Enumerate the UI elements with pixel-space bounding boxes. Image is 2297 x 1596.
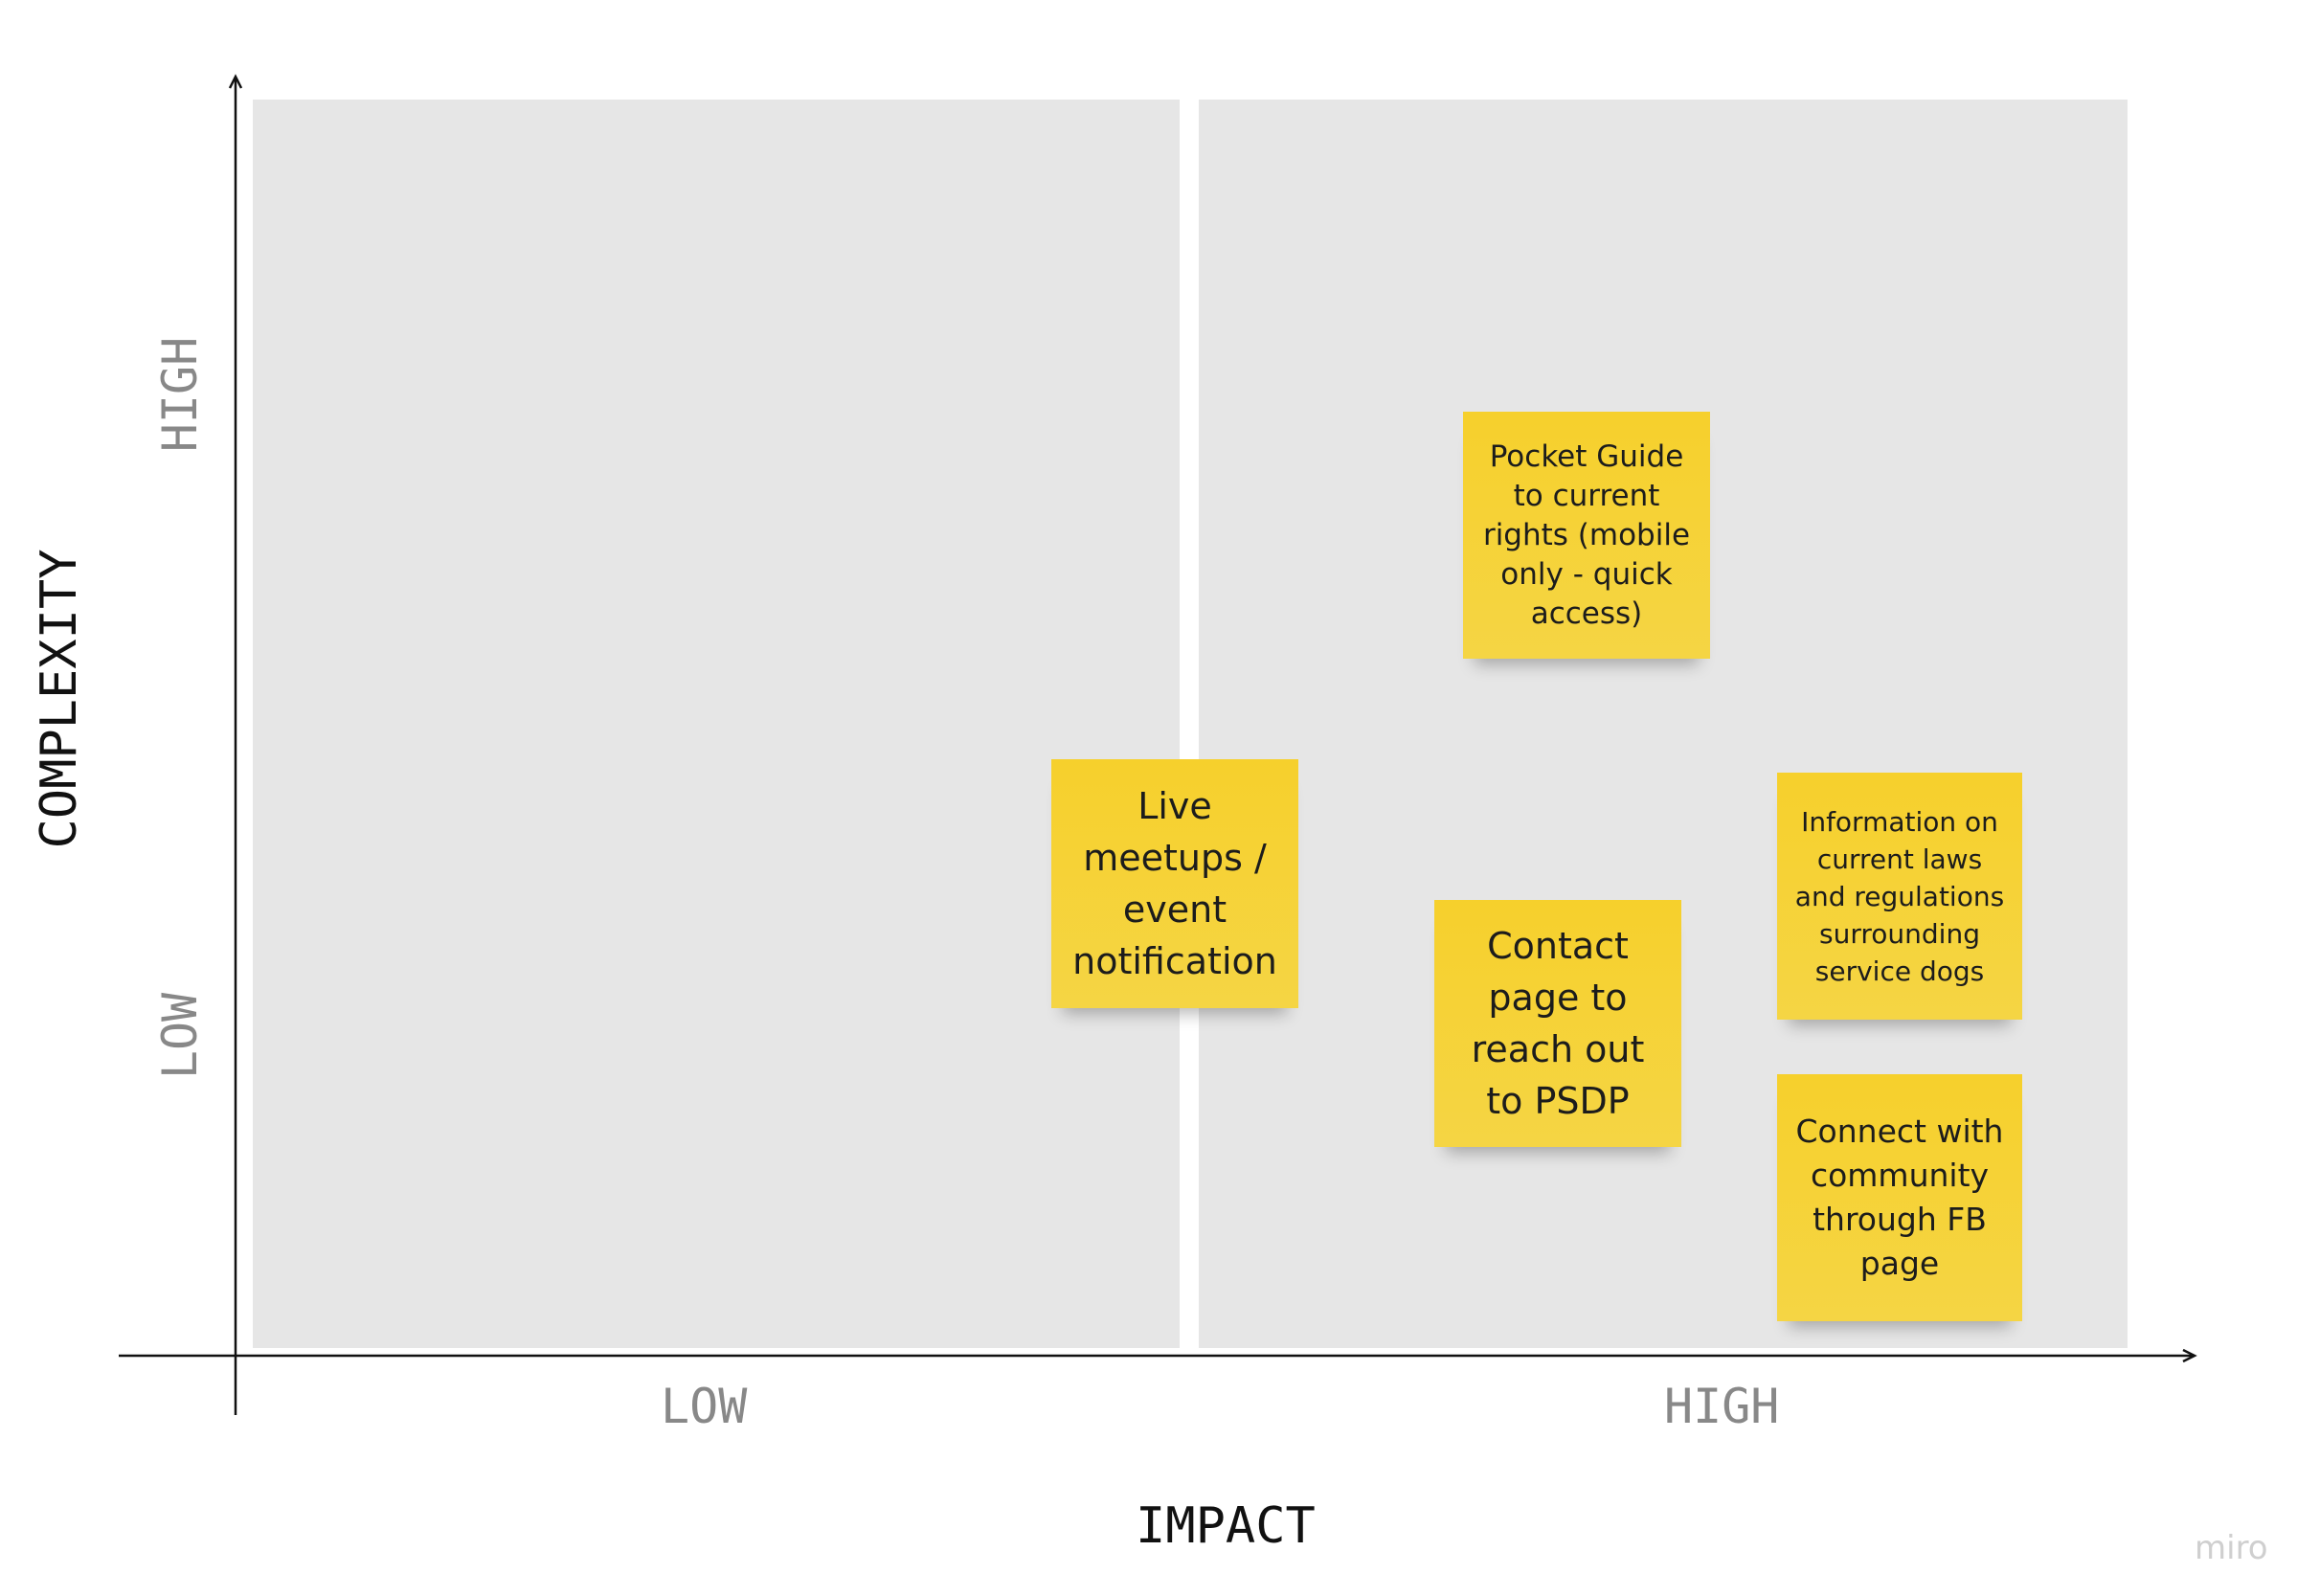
sticky-note-text: Live meetups / event notification xyxy=(1072,785,1277,982)
sticky-note-fb-community[interactable]: Connect with community through FB page xyxy=(1777,1074,2022,1321)
miro-watermark: miro xyxy=(2195,1529,2268,1567)
x-axis-arrow-icon xyxy=(2182,1348,2197,1363)
sticky-note-text: Pocket Guide to current rights (mobile o… xyxy=(1482,438,1691,631)
x-axis-title: IMPACT xyxy=(1136,1497,1316,1555)
sticky-note-pocket-guide[interactable]: Pocket Guide to current rights (mobile o… xyxy=(1463,412,1710,659)
y-axis-arrow-icon xyxy=(228,74,243,89)
sticky-note-laws-information[interactable]: Information on current laws and regulati… xyxy=(1777,773,2022,1020)
y-axis-low-label: LOW xyxy=(152,992,208,1080)
sticky-note-text: Connect with community through FB page xyxy=(1795,1113,2004,1282)
quadrant-low-impact xyxy=(253,100,1180,1348)
x-axis-high-label: HIGH xyxy=(1664,1379,1780,1434)
sticky-note-text: Contact page to reach out to PSDP xyxy=(1471,925,1645,1122)
y-axis-title: COMPLEXITY xyxy=(31,549,88,849)
y-axis-high-label: HIGH xyxy=(152,336,208,453)
sticky-note-contact-page[interactable]: Contact page to reach out to PSDP xyxy=(1434,900,1681,1147)
sticky-note-live-meetups[interactable]: Live meetups / event notification xyxy=(1051,759,1298,1008)
x-axis-low-label: LOW xyxy=(661,1379,748,1434)
sticky-note-text: Information on current laws and regulati… xyxy=(1794,805,2005,987)
